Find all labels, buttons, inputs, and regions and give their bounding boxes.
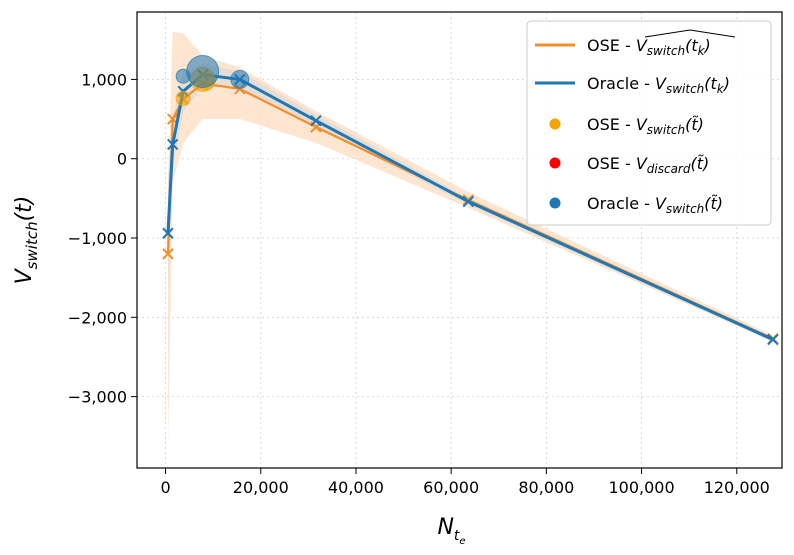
axis-ticks: 0 20,000 40,000 60,000 80,000 100,000 120,000 −…	[68, 70, 770, 497]
y-tick-label: −1,000	[68, 229, 127, 248]
legend-entry-label: OSE - Vswitch(tk)	[587, 36, 711, 58]
oracle-data-point	[166, 138, 179, 151]
legend-hat-accent	[644, 29, 736, 38]
legend-entry-label: Oracle - Vswitch(t̃)	[587, 194, 723, 216]
y-tick-label: −2,000	[68, 308, 127, 327]
ose-data-point	[162, 248, 174, 260]
scatter-point	[230, 69, 250, 89]
oracle-data-point	[462, 195, 475, 208]
axis-labels: Nte Vswitch(t)	[12, 196, 466, 547]
y-tick-label: 1,000	[81, 70, 127, 89]
x-axis-label: Nte	[437, 515, 465, 547]
scatter-point	[175, 90, 191, 106]
oracle-data-point	[162, 227, 174, 239]
oracle-series-line	[166, 73, 774, 341]
legend-entry-label: Oracle - Vswitch(tk)	[587, 74, 730, 96]
y-axis-label: Vswitch(t)	[12, 196, 41, 285]
x-tick-label: 40,000	[328, 478, 384, 497]
x-tick-label: 80,000	[518, 478, 574, 497]
legend-dot-swatch	[549, 118, 561, 130]
oracle-data-point	[310, 114, 322, 127]
legend-entry-label: OSE - Vswitch(t̃)	[587, 115, 704, 137]
x-tick-label: 20,000	[233, 478, 289, 497]
legend-box	[526, 20, 772, 226]
plot-frame	[136, 11, 783, 469]
y-tick-label: 0	[117, 150, 127, 169]
x-tick-label: 60,000	[423, 478, 479, 497]
legend-entry-label: OSE - Vdiscard(t̃)	[587, 154, 709, 176]
legend-dot-swatch	[549, 197, 561, 209]
scatter-points	[175, 54, 250, 106]
x-tick-label: 0	[160, 478, 170, 497]
ose-confidence-band	[167, 31, 773, 449]
legend: OSE - Vswitch(tk) Oracle - Vswitch(tk) OSE…	[526, 20, 772, 226]
legend-dot-swatch	[549, 157, 561, 169]
x-tick-label: 100,000	[608, 478, 674, 497]
x-tick-label: 120,000	[704, 478, 770, 497]
y-tick-label: −3,000	[68, 388, 127, 407]
oracle-data-point	[767, 333, 779, 346]
scatter-point	[186, 54, 220, 88]
